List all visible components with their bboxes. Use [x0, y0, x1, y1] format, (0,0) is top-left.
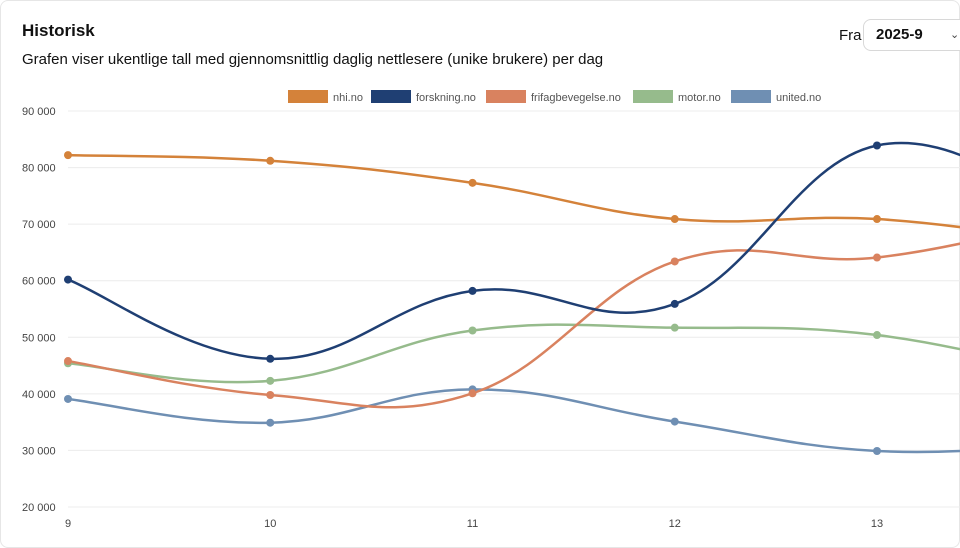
data-point-frifagbevegelse-no[interactable] [670, 257, 679, 266]
period-select[interactable]: 2025-9 ⌄ [863, 19, 960, 51]
legend-label: nhi.no [333, 92, 363, 104]
series-line-nhi-no [66, 153, 960, 229]
x-tick-label: 12 [669, 518, 681, 530]
data-point-nhi-no[interactable] [266, 156, 275, 165]
data-point-united-no[interactable] [670, 417, 679, 426]
from-label: Fra [839, 27, 862, 44]
period-select-value: 2025-9 [876, 26, 923, 43]
series-lines [66, 141, 960, 454]
series-points [64, 141, 881, 455]
legend-item-frifagbevegelse-no[interactable]: frifagbevegelse.no [486, 90, 621, 104]
y-tick-label: 60 000 [22, 276, 56, 288]
data-point-nhi-no[interactable] [670, 215, 679, 224]
legend-item-united-no[interactable]: united.no [731, 90, 821, 104]
legend-item-motor-no[interactable]: motor.no [633, 90, 721, 104]
grid-lines [68, 110, 960, 508]
x-tick-label: 11 [467, 518, 478, 530]
data-point-motor-no[interactable] [468, 326, 477, 335]
data-point-united-no[interactable] [64, 394, 72, 403]
data-point-motor-no[interactable] [873, 331, 881, 340]
data-point-nhi-no[interactable] [873, 215, 881, 224]
y-tick-label: 90 000 [22, 106, 56, 118]
axes: 20 000 30 000 40 000 50 000 60 000 70 000 80 0… [22, 106, 883, 530]
y-tick-label: 80 000 [22, 163, 56, 175]
y-tick-label: 20 000 [22, 502, 56, 514]
legend-swatch [486, 90, 526, 103]
legend-item-nhi-no[interactable]: nhi.no [288, 90, 363, 104]
legend-swatch [731, 90, 771, 103]
data-point-frifagbevegelse-no[interactable] [64, 357, 72, 366]
y-tick-label: 30 000 [22, 445, 56, 457]
data-point-frifagbevegelse-no[interactable] [873, 253, 881, 262]
data-point-forskning-no[interactable] [266, 354, 275, 363]
data-point-nhi-no[interactable] [64, 151, 72, 160]
card-title: Historisk [22, 21, 95, 40]
data-point-forskning-no[interactable] [468, 286, 477, 295]
legend-label: united.no [776, 92, 821, 104]
legend-label: forskning.no [416, 92, 476, 104]
card-subtitle: Grafen viser ukentlige tall med gjennoms… [22, 51, 604, 68]
series-line-motor-no [66, 323, 960, 384]
legend-item-forskning-no[interactable]: forskning.no [371, 90, 476, 104]
data-point-motor-no[interactable] [670, 323, 679, 332]
series-line-forskning-no [66, 141, 960, 361]
data-point-nhi-no[interactable] [468, 178, 477, 187]
data-point-motor-no[interactable] [266, 376, 275, 385]
legend: nhi.no forskning.no frifagbevegelse.no moto… [288, 90, 821, 104]
data-point-frifagbevegelse-no[interactable] [266, 390, 275, 399]
x-tick-label: 13 [871, 518, 883, 530]
data-point-forskning-no[interactable] [64, 275, 72, 284]
data-point-frifagbevegelse-no[interactable] [468, 389, 477, 398]
data-point-forskning-no[interactable] [873, 141, 881, 150]
data-point-united-no[interactable] [873, 446, 881, 455]
y-tick-label: 70 000 [22, 219, 56, 231]
series-line-frifagbevegelse-no [66, 242, 960, 409]
x-tick-label: 9 [65, 518, 71, 530]
legend-swatch [633, 90, 673, 103]
y-tick-label: 40 000 [22, 389, 56, 401]
chevron-down-icon: ⌄ [950, 29, 960, 41]
series-line-united-no [66, 388, 960, 454]
legend-swatch [288, 90, 328, 103]
legend-swatch [371, 90, 411, 103]
y-tick-label: 50 000 [22, 332, 56, 344]
data-point-united-no[interactable] [266, 418, 275, 427]
data-point-forskning-no[interactable] [670, 299, 679, 308]
legend-label: frifagbevegelse.no [531, 92, 621, 104]
legend-label: motor.no [678, 92, 721, 104]
x-tick-label: 10 [264, 518, 276, 530]
